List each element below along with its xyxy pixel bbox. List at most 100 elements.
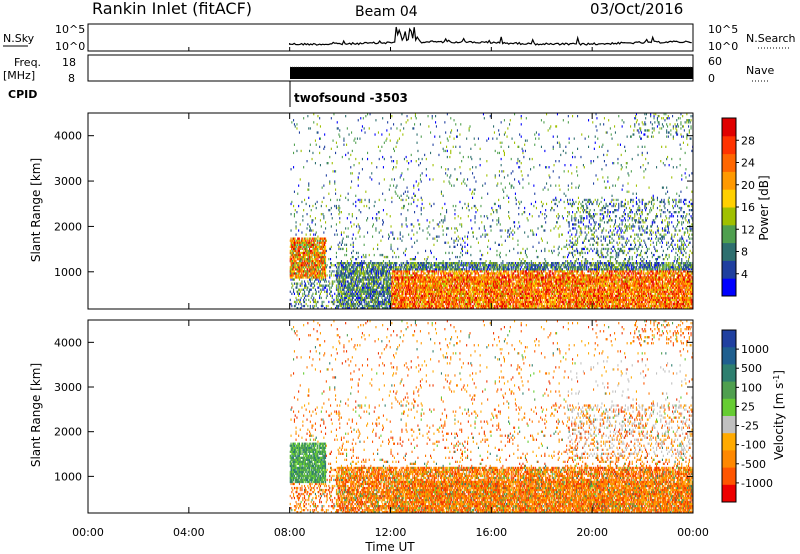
- power-cell: [367, 217, 369, 220]
- power-cell: [480, 290, 482, 293]
- power-cell: [401, 290, 403, 293]
- power-cell: [419, 268, 421, 271]
- power-cell: [335, 304, 337, 308]
- power-cell: [408, 296, 410, 300]
- power-cell: [391, 298, 393, 302]
- power-cell: [440, 288, 442, 291]
- power-cell: [465, 292, 467, 295]
- power-cell: [330, 198, 332, 202]
- power-cell: [309, 284, 311, 287]
- power-cell: [378, 302, 380, 306]
- power-cell: [384, 274, 386, 277]
- power-cell: [464, 268, 466, 271]
- power-cell: [386, 286, 388, 289]
- power-cell: [332, 282, 334, 285]
- power-cell: [306, 245, 308, 248]
- power-cell: [354, 137, 356, 140]
- power-cell: [403, 296, 405, 300]
- power-cell: [314, 243, 316, 246]
- power-cell: [293, 278, 295, 281]
- power-cell: [389, 272, 391, 275]
- power-cell: [434, 282, 436, 285]
- power-cell: [318, 268, 320, 271]
- power-cell: [304, 253, 306, 257]
- power-cell: [344, 296, 346, 300]
- power-cell: [405, 304, 407, 308]
- power-cell: [353, 164, 355, 167]
- power-cell: [333, 302, 335, 306]
- power-cell: [419, 276, 421, 279]
- power-cell: [382, 294, 384, 297]
- power-cell: [314, 249, 316, 253]
- power-cell: [328, 284, 330, 287]
- power-cell: [468, 268, 470, 271]
- power-cell: [445, 272, 447, 275]
- power-cell: [446, 300, 448, 304]
- power-cell: [292, 266, 294, 269]
- power-cell: [482, 304, 484, 308]
- power-cell: [322, 264, 324, 267]
- power-cell: [373, 284, 375, 287]
- power-cell: [444, 241, 446, 244]
- power-cell: [347, 264, 349, 267]
- power-cell: [291, 282, 293, 285]
- power-cell: [409, 307, 411, 310]
- power-cell: [335, 270, 337, 273]
- power-cell: [461, 278, 463, 281]
- power-cell: [476, 280, 478, 283]
- power-cell: [383, 276, 385, 279]
- power-cell: [352, 286, 354, 289]
- power-cell: [310, 264, 312, 267]
- power-cell: [423, 290, 425, 293]
- power-cell: [398, 264, 400, 267]
- power-cell: [418, 296, 420, 300]
- power-cell: [311, 221, 313, 224]
- power-cell: [375, 304, 377, 308]
- power-cell: [458, 270, 460, 273]
- power-cell: [410, 278, 412, 281]
- power-cell: [421, 270, 423, 273]
- power-cell: [335, 307, 337, 310]
- power-cell: [448, 266, 450, 269]
- power-cell: [470, 307, 472, 310]
- power-cell: [435, 280, 437, 283]
- power-cell: [332, 170, 334, 173]
- power-cell: [446, 174, 448, 177]
- power-cell: [289, 270, 291, 273]
- power-cell: [298, 272, 300, 275]
- power-cell: [467, 302, 469, 306]
- power-cell: [482, 300, 484, 304]
- power-cell: [307, 268, 309, 271]
- power-cell: [485, 300, 487, 304]
- power-cell: [350, 270, 352, 273]
- power-cell: [446, 286, 448, 289]
- power-cell: [312, 270, 314, 273]
- power-cell: [467, 307, 469, 310]
- power-cell: [481, 284, 483, 287]
- power-cell: [347, 227, 349, 230]
- power-cell: [343, 282, 345, 285]
- power-cell: [401, 274, 403, 277]
- power-cell: [461, 274, 463, 277]
- power-cell: [453, 292, 455, 295]
- power-cell: [289, 239, 291, 242]
- power-cell: [399, 290, 401, 293]
- power-cell: [340, 266, 342, 269]
- power-cell: [435, 276, 437, 279]
- power-cell: [458, 274, 460, 277]
- power-cell: [464, 290, 466, 293]
- power-cell: [324, 258, 326, 261]
- power-cell: [471, 296, 473, 300]
- power-cell: [428, 262, 430, 265]
- power-cell: [344, 292, 346, 295]
- power-cell: [367, 231, 369, 234]
- power-cell: [316, 131, 318, 134]
- power-cell: [471, 288, 473, 291]
- power-cell: [319, 274, 321, 277]
- power-cell: [477, 302, 479, 306]
- power-cell: [414, 288, 416, 291]
- power-cell: [350, 268, 352, 271]
- power-cell: [393, 268, 395, 271]
- power-cell: [419, 123, 421, 126]
- power-cell: [391, 300, 393, 304]
